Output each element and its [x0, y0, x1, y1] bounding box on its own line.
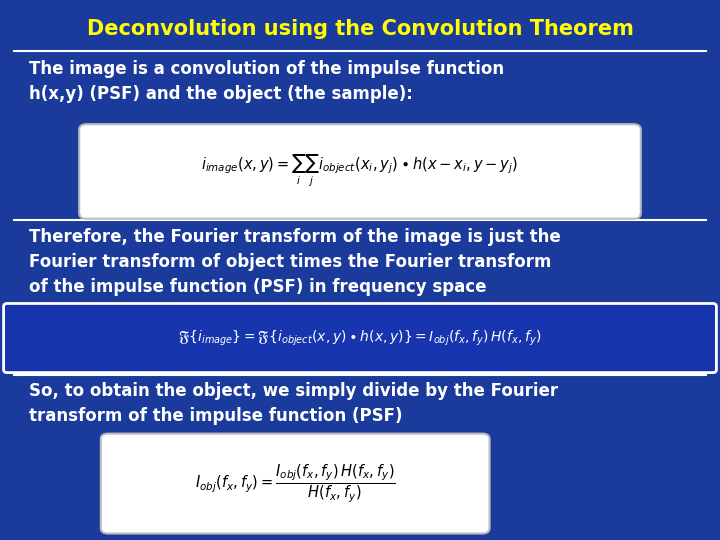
Text: The image is a convolution of the impulse function
h(x,y) (PSF) and the object (: The image is a convolution of the impuls… — [29, 60, 504, 104]
FancyBboxPatch shape — [101, 434, 490, 534]
Text: So, to obtain the object, we simply divide by the Fourier
transform of the impul: So, to obtain the object, we simply divi… — [29, 382, 558, 425]
FancyBboxPatch shape — [4, 303, 716, 373]
Text: Deconvolution using the Convolution Theorem: Deconvolution using the Convolution Theo… — [86, 19, 634, 39]
Text: $i_{image}(x,y) = \sum_i \sum_j i_{object}(x_i, y_j) \bullet h(x - x_i, y - y_j): $i_{image}(x,y) = \sum_i \sum_j i_{objec… — [202, 153, 518, 189]
Text: $I_{obj}(f_x, f_y) = \dfrac{I_{obj}(f_x, f_y)\,H(f_x, f_y)}{H(f_x, f_y)}$: $I_{obj}(f_x, f_y) = \dfrac{I_{obj}(f_x,… — [195, 462, 395, 504]
Text: $\mathfrak{F}\{i_{image}\} = \mathfrak{F}\{i_{object}(x,y) \bullet h(x,y)\} = I_: $\mathfrak{F}\{i_{image}\} = \mathfrak{F… — [178, 328, 542, 348]
FancyBboxPatch shape — [79, 124, 641, 219]
Text: Therefore, the Fourier transform of the image is just the
Fourier transform of o: Therefore, the Fourier transform of the … — [29, 228, 561, 296]
